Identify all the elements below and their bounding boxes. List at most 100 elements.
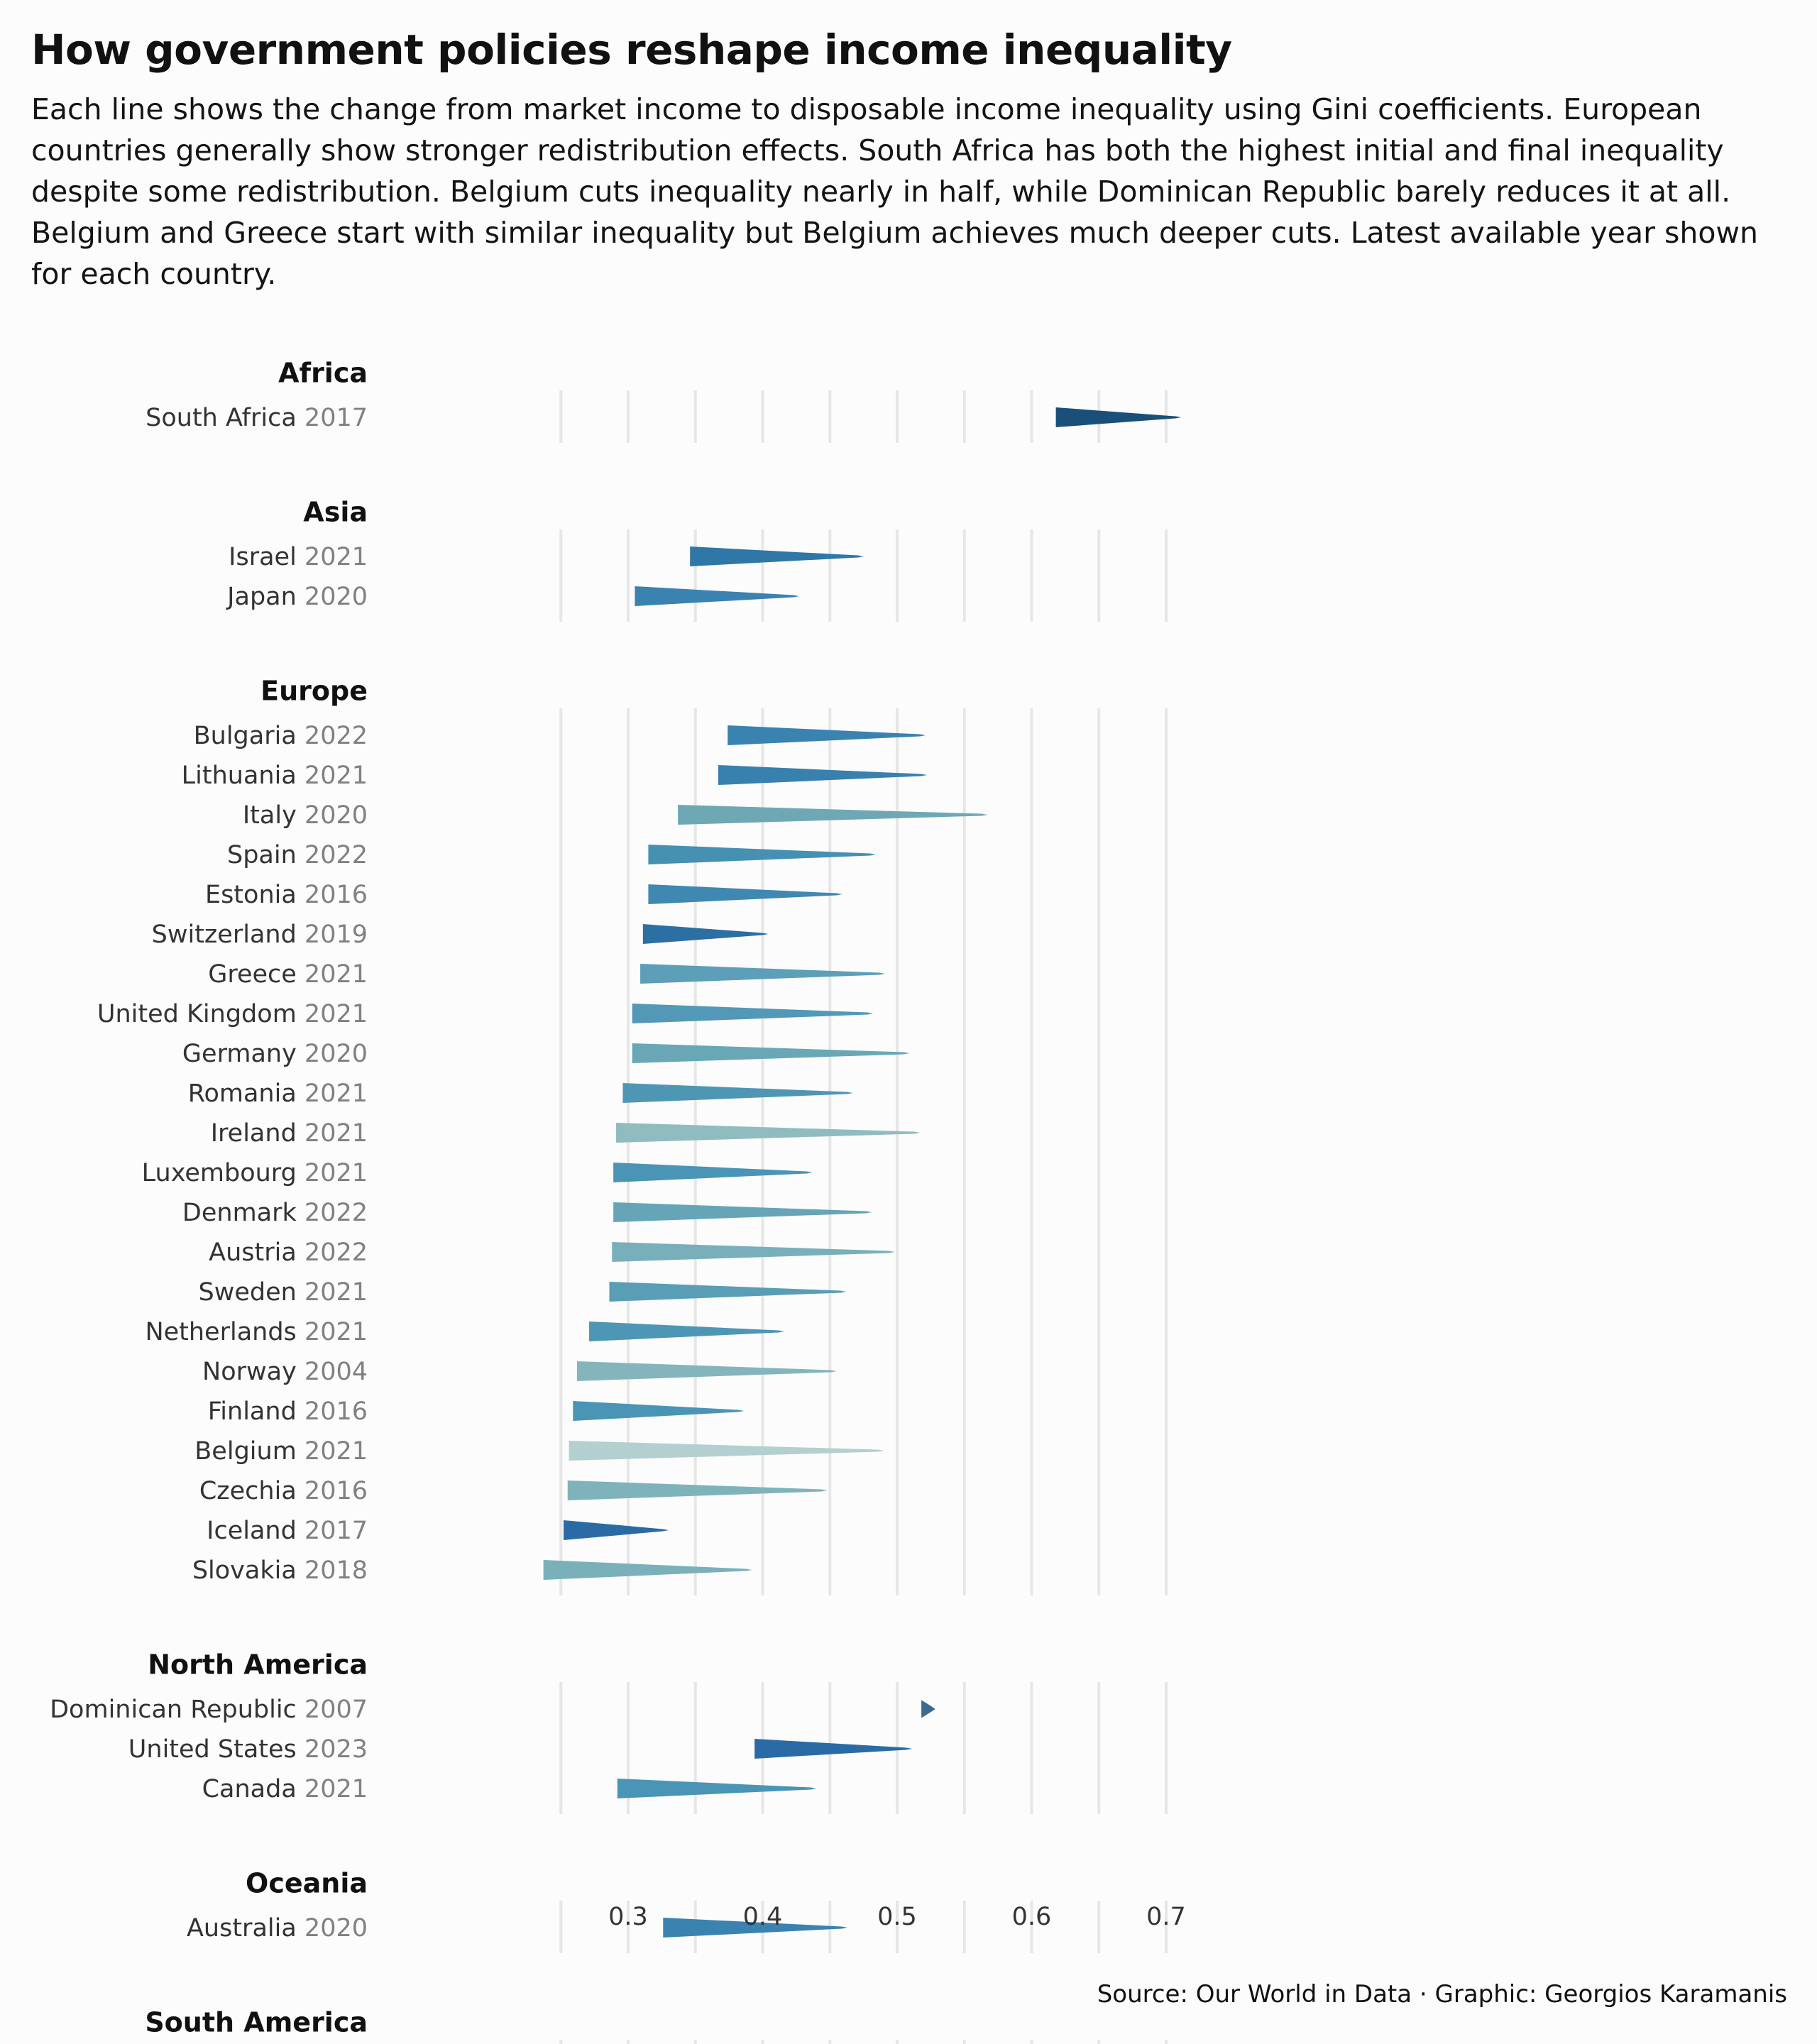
country-name: Iceland <box>207 1517 304 1545</box>
mark-south-africa <box>1055 407 1182 427</box>
country-name: Norway <box>202 1358 304 1386</box>
mark-norway <box>576 1361 838 1381</box>
mark-ireland <box>615 1123 921 1143</box>
country-name: Netherlands <box>145 1318 304 1346</box>
group-header-asia: Asia <box>303 497 368 528</box>
country-name: Sweden <box>198 1278 304 1307</box>
country-name: Dominican Republic <box>50 1696 304 1724</box>
country-year: 2016 <box>304 1397 368 1426</box>
row-label-italy: Italy 2020 <box>243 801 368 830</box>
row-label-lithuania: Lithuania 2021 <box>182 762 368 790</box>
row-label-united-kingdom: United Kingdom 2021 <box>97 1000 368 1028</box>
row-label-iceland: Iceland 2017 <box>207 1517 368 1545</box>
row-label-norway: Norway 2004 <box>202 1358 368 1386</box>
row-label-germany: Germany 2020 <box>182 1040 368 1068</box>
country-year: 2017 <box>304 1517 368 1545</box>
mark-spain <box>648 845 876 864</box>
mark-czechia <box>567 1480 828 1500</box>
country-year: 2021 <box>304 1079 368 1108</box>
group-header-north-america: North America <box>148 1649 368 1681</box>
row-label-south-africa: South Africa 2017 <box>146 404 368 432</box>
country-name: Bulgaria <box>194 722 304 750</box>
country-year: 2018 <box>304 1556 368 1585</box>
country-name: Austria <box>209 1238 304 1267</box>
x-tick-label: 0.6 <box>1012 1903 1052 1931</box>
country-year: 2021 <box>304 1318 368 1346</box>
country-name: Romania <box>188 1079 304 1108</box>
mark-lithuania <box>718 765 928 785</box>
country-year: 2021 <box>304 1278 368 1307</box>
country-name: Italy <box>243 801 304 830</box>
country-name: Slovakia <box>192 1556 304 1585</box>
country-name: Switzerland <box>152 921 304 949</box>
x-axis: 0.3 0.4 0.5 0.6 0.7 <box>608 1903 1186 1931</box>
country-name: Australia <box>187 1914 304 1943</box>
marks-layer <box>543 407 1182 1938</box>
mark-switzerland <box>642 924 769 944</box>
country-name: Canada <box>202 1775 304 1803</box>
country-name: Ireland <box>211 1119 304 1148</box>
chart-subtitle: Each line shows the change from market i… <box>31 92 1758 291</box>
mark-australia <box>663 1918 848 1938</box>
row-label-sweden: Sweden 2021 <box>198 1278 368 1307</box>
country-year: 2021 <box>304 1437 368 1466</box>
x-tick-label: 0.3 <box>608 1903 648 1931</box>
mark-luxembourg <box>613 1163 813 1182</box>
row-label-spain: Spain 2022 <box>227 841 368 869</box>
row-label-japan: Japan 2020 <box>226 583 368 611</box>
country-year: 2004 <box>304 1358 368 1386</box>
mark-denmark <box>613 1202 872 1222</box>
mark-germany <box>632 1043 910 1063</box>
country-name: Luxembourg <box>142 1159 304 1187</box>
country-name: Estonia <box>205 881 304 909</box>
country-name: United States <box>128 1735 304 1764</box>
row-label-denmark: Denmark 2022 <box>182 1199 368 1227</box>
mark-bulgaria <box>728 725 926 745</box>
row-label-canada: Canada 2021 <box>202 1775 368 1803</box>
mark-austria <box>612 1242 895 1262</box>
mark-greece <box>640 964 886 984</box>
country-year: 2021 <box>304 1119 368 1148</box>
row-label-united-states: United States 2023 <box>128 1735 368 1764</box>
country-year: 2007 <box>304 1696 368 1724</box>
row-label-ireland: Ireland 2021 <box>211 1119 368 1148</box>
country-name: United Kingdom <box>97 1000 304 1028</box>
country-name: Finland <box>208 1397 304 1426</box>
group-header-africa: Africa <box>278 358 368 389</box>
row-label-romania: Romania 2021 <box>188 1079 368 1108</box>
mark-iceland <box>564 1520 669 1540</box>
row-label-luxembourg: Luxembourg 2021 <box>142 1159 368 1187</box>
row-label-dominican-republic: Dominican Republic 2007 <box>50 1696 368 1724</box>
row-label-greece: Greece 2021 <box>208 960 368 989</box>
row-label-australia: Australia 2020 <box>187 1914 368 1943</box>
country-year: 2020 <box>304 1914 368 1943</box>
mark-united-states <box>754 1739 913 1759</box>
country-year: 2022 <box>304 722 368 750</box>
country-name: Greece <box>208 960 304 989</box>
row-label-austria: Austria 2022 <box>209 1238 368 1267</box>
x-tick-label: 0.7 <box>1146 1903 1186 1931</box>
chart-title: How government policies reshape income i… <box>31 26 1232 74</box>
mark-israel <box>690 546 864 566</box>
country-year: 2021 <box>304 762 368 790</box>
mark-romania <box>622 1083 853 1103</box>
country-name: Belgium <box>194 1437 304 1466</box>
group-header-south-america: South America <box>145 2007 368 2038</box>
country-name: Lithuania <box>182 762 304 790</box>
mark-finland <box>573 1401 745 1421</box>
country-year: 2023 <box>304 1735 368 1764</box>
mark-estonia <box>648 884 842 904</box>
country-year: 2022 <box>304 841 368 869</box>
row-label-finland: Finland 2016 <box>208 1397 368 1426</box>
country-year: 2017 <box>304 404 368 432</box>
country-name: Denmark <box>182 1199 304 1227</box>
row-label-estonia: Estonia 2016 <box>205 881 368 909</box>
country-year: 2022 <box>304 1238 368 1267</box>
country-year: 2021 <box>304 1000 368 1028</box>
country-name: Czechia <box>199 1477 304 1505</box>
country-name: Japan <box>226 583 304 611</box>
chart-caption: Source: Our World in Data · Graphic: Geo… <box>1097 1980 1787 2009</box>
country-year: 2020 <box>304 583 368 611</box>
row-label-slovakia: Slovakia 2018 <box>192 1556 368 1585</box>
